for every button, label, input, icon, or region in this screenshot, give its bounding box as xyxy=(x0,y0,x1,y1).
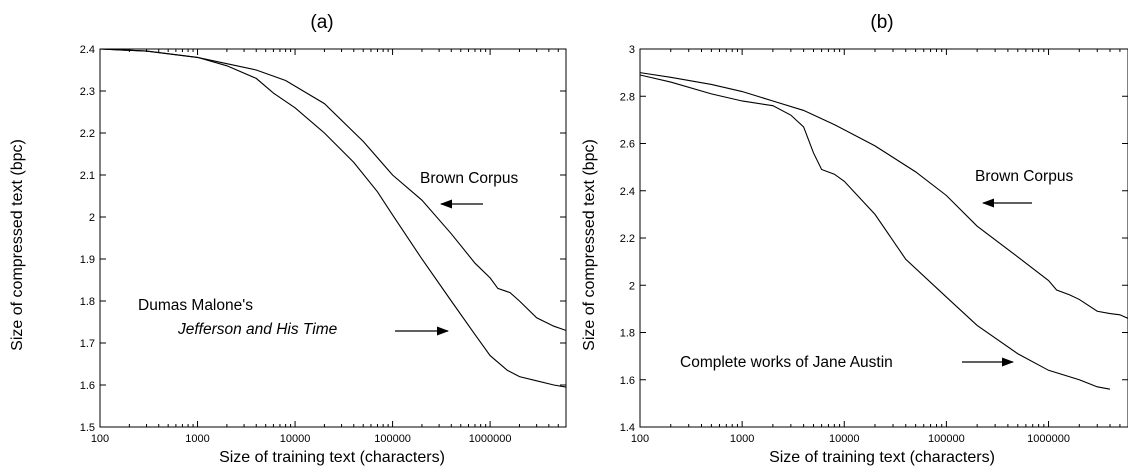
x-axis-label-a: Size of training text (characters) xyxy=(219,449,445,466)
y-tick-label-b: 1.8 xyxy=(620,328,635,340)
y-tick-label-b: 2.8 xyxy=(620,91,635,103)
y-tick-label-a: 2.1 xyxy=(80,170,95,182)
y-tick-label-a: 1.7 xyxy=(80,338,95,350)
chart-panel-a: 1.5 1.6 1.7 1.8 1.9 2 2.1 2.2 2.3 2.4 100 1000 10000… xyxy=(9,12,567,466)
x-axis-label-b: Size of training text (characters) xyxy=(769,449,995,466)
y-tick-label-b: 2.6 xyxy=(620,139,635,151)
y-tick-label-a: 2.3 xyxy=(80,86,95,98)
annotation-a-1: Brown Corpus xyxy=(420,170,518,187)
y-tick-label-a: 1.6 xyxy=(80,380,95,392)
annotation-a-3: Jefferson and His Time xyxy=(177,321,338,338)
y-axis-label-b: Size of compressed text (bpc) xyxy=(581,139,598,351)
y-tick-label-a: 1.5 xyxy=(80,422,95,434)
y-tick-label-b: 3 xyxy=(629,44,635,56)
series-line-a-1 xyxy=(100,49,566,331)
series-line-b-2 xyxy=(640,74,1111,390)
annotation-b-1: Brown Corpus xyxy=(975,168,1073,185)
series-line-a-2 xyxy=(100,49,566,388)
y-tick-label-b: 1.4 xyxy=(620,422,635,434)
y-axis-label-a: Size of compressed text (bpc) xyxy=(9,139,26,351)
chart-panel-b: 1.4 1.6 1.8 2 2.2 2.4 2.6 2.8 3 100 1000 10000 10000… xyxy=(581,12,1128,466)
y-tick-label-b: 2.2 xyxy=(620,233,635,245)
x-tick-label-b: 10000 xyxy=(829,433,860,445)
y-tick-label-b: 1.6 xyxy=(620,375,635,387)
x-tick-label-a: 100 xyxy=(91,433,109,445)
series-line-b-1 xyxy=(640,72,1128,319)
y-tick-label-a: 2 xyxy=(89,212,95,224)
y-tick-label-a: 1.9 xyxy=(80,254,95,266)
panel-title-b: (b) xyxy=(870,12,893,33)
x-tick-label-b: 100000 xyxy=(928,433,965,445)
y-tick-label-a: 1.8 xyxy=(80,296,95,308)
y-tick-label-b: 2.4 xyxy=(620,186,635,198)
x-tick-label-b: 100 xyxy=(631,433,649,445)
x-tick-label-a: 100000 xyxy=(374,433,411,445)
x-tick-label-a: 1000 xyxy=(185,433,209,445)
x-tick-label-b: 1000000 xyxy=(1027,433,1070,445)
x-tick-label-a: 1000000 xyxy=(469,433,512,445)
y-tick-label-a: 2.2 xyxy=(80,128,95,140)
x-tick-label-a: 10000 xyxy=(280,433,311,445)
plot-frame-a xyxy=(99,48,567,428)
y-tick-label-b: 2 xyxy=(629,280,635,292)
annotation-b-2: Complete works of Jane Austin xyxy=(680,354,893,371)
annotation-a-2: Dumas Malone's xyxy=(138,297,253,314)
panel-title-a: (a) xyxy=(310,12,333,33)
x-tick-label-b: 1000 xyxy=(730,433,754,445)
y-tick-label-a: 2.4 xyxy=(80,44,95,56)
